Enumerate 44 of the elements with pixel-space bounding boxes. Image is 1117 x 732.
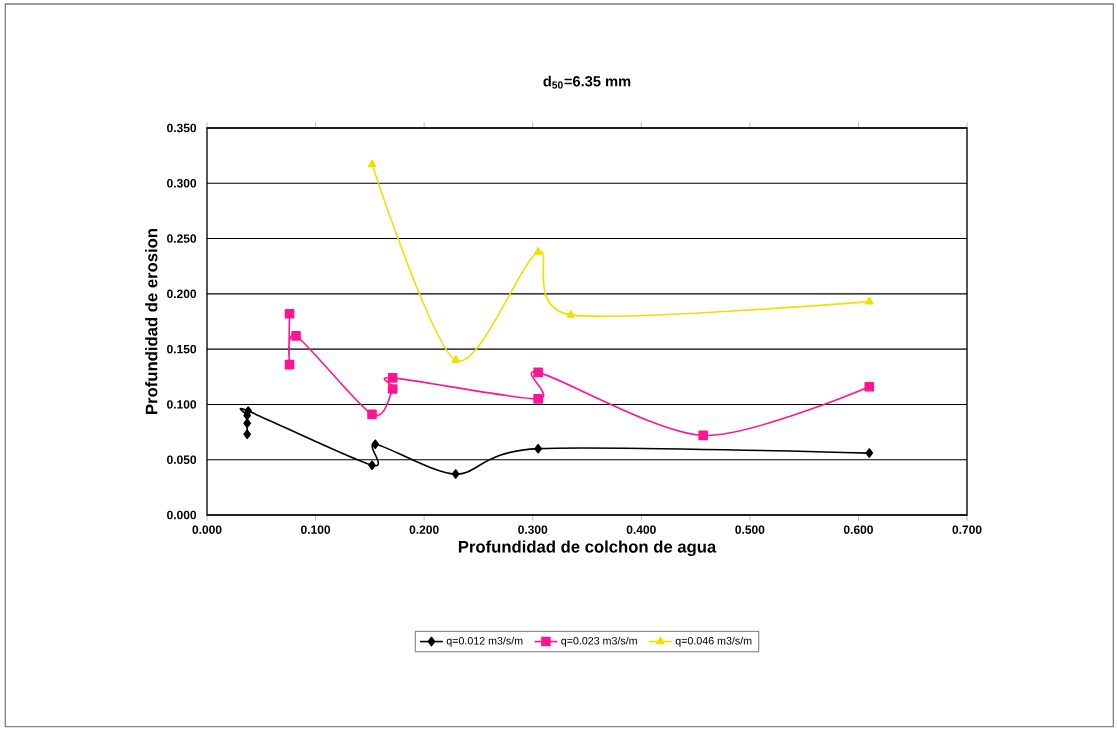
point bbox=[865, 296, 874, 305]
y-tick-label: 0.300 bbox=[167, 179, 197, 188]
y-tick-label: 0.350 bbox=[167, 123, 197, 133]
point bbox=[371, 439, 380, 450]
legend-label: q=0.012 m3/s/m bbox=[446, 636, 523, 647]
x-tick-label: 0.200 bbox=[409, 525, 439, 534]
point bbox=[284, 359, 295, 370]
legend-label: q=0.023 m3/s/m bbox=[561, 636, 637, 647]
point bbox=[451, 355, 460, 363]
x-tick-label: 0.300 bbox=[518, 525, 548, 534]
x-tick-label: 0.100 bbox=[301, 525, 331, 534]
y-tick-label: 0.100 bbox=[167, 400, 197, 409]
point bbox=[284, 308, 295, 319]
point bbox=[533, 394, 543, 404]
legend-label: q=0.046 m3/s/m bbox=[675, 636, 752, 647]
x-axis-title: Profundidad de colchon de agua bbox=[458, 540, 717, 557]
y-tick-label: 0.050 bbox=[167, 455, 197, 464]
y-axis-title: Profundidad de erosion bbox=[145, 229, 158, 414]
point bbox=[367, 159, 377, 168]
point bbox=[451, 469, 460, 479]
x-tick-label: 0.500 bbox=[735, 525, 765, 534]
y-tick-label: 0.000 bbox=[167, 510, 197, 520]
point bbox=[533, 367, 543, 378]
point bbox=[387, 384, 398, 394]
point bbox=[534, 443, 542, 454]
point bbox=[865, 448, 874, 458]
chart-title: d$_{50}$=6.35 mm bbox=[543, 75, 631, 89]
point bbox=[243, 429, 251, 440]
point bbox=[387, 373, 398, 383]
point bbox=[566, 310, 575, 318]
y-tick-label: 0.250 bbox=[167, 234, 197, 243]
point bbox=[698, 430, 708, 441]
y-tick-label: 0.200 bbox=[167, 289, 197, 299]
point bbox=[367, 409, 377, 420]
y-tick-label: 0.150 bbox=[167, 344, 197, 354]
point bbox=[291, 331, 301, 341]
point bbox=[368, 460, 376, 471]
point bbox=[243, 418, 251, 429]
x-tick-label: 0.400 bbox=[626, 525, 656, 534]
point bbox=[533, 247, 543, 255]
x-tick-label: 0.600 bbox=[843, 525, 873, 534]
x-tick-label: 0.000 bbox=[192, 525, 222, 534]
x-tick-label: 0.700 bbox=[952, 525, 982, 534]
point bbox=[864, 381, 875, 392]
